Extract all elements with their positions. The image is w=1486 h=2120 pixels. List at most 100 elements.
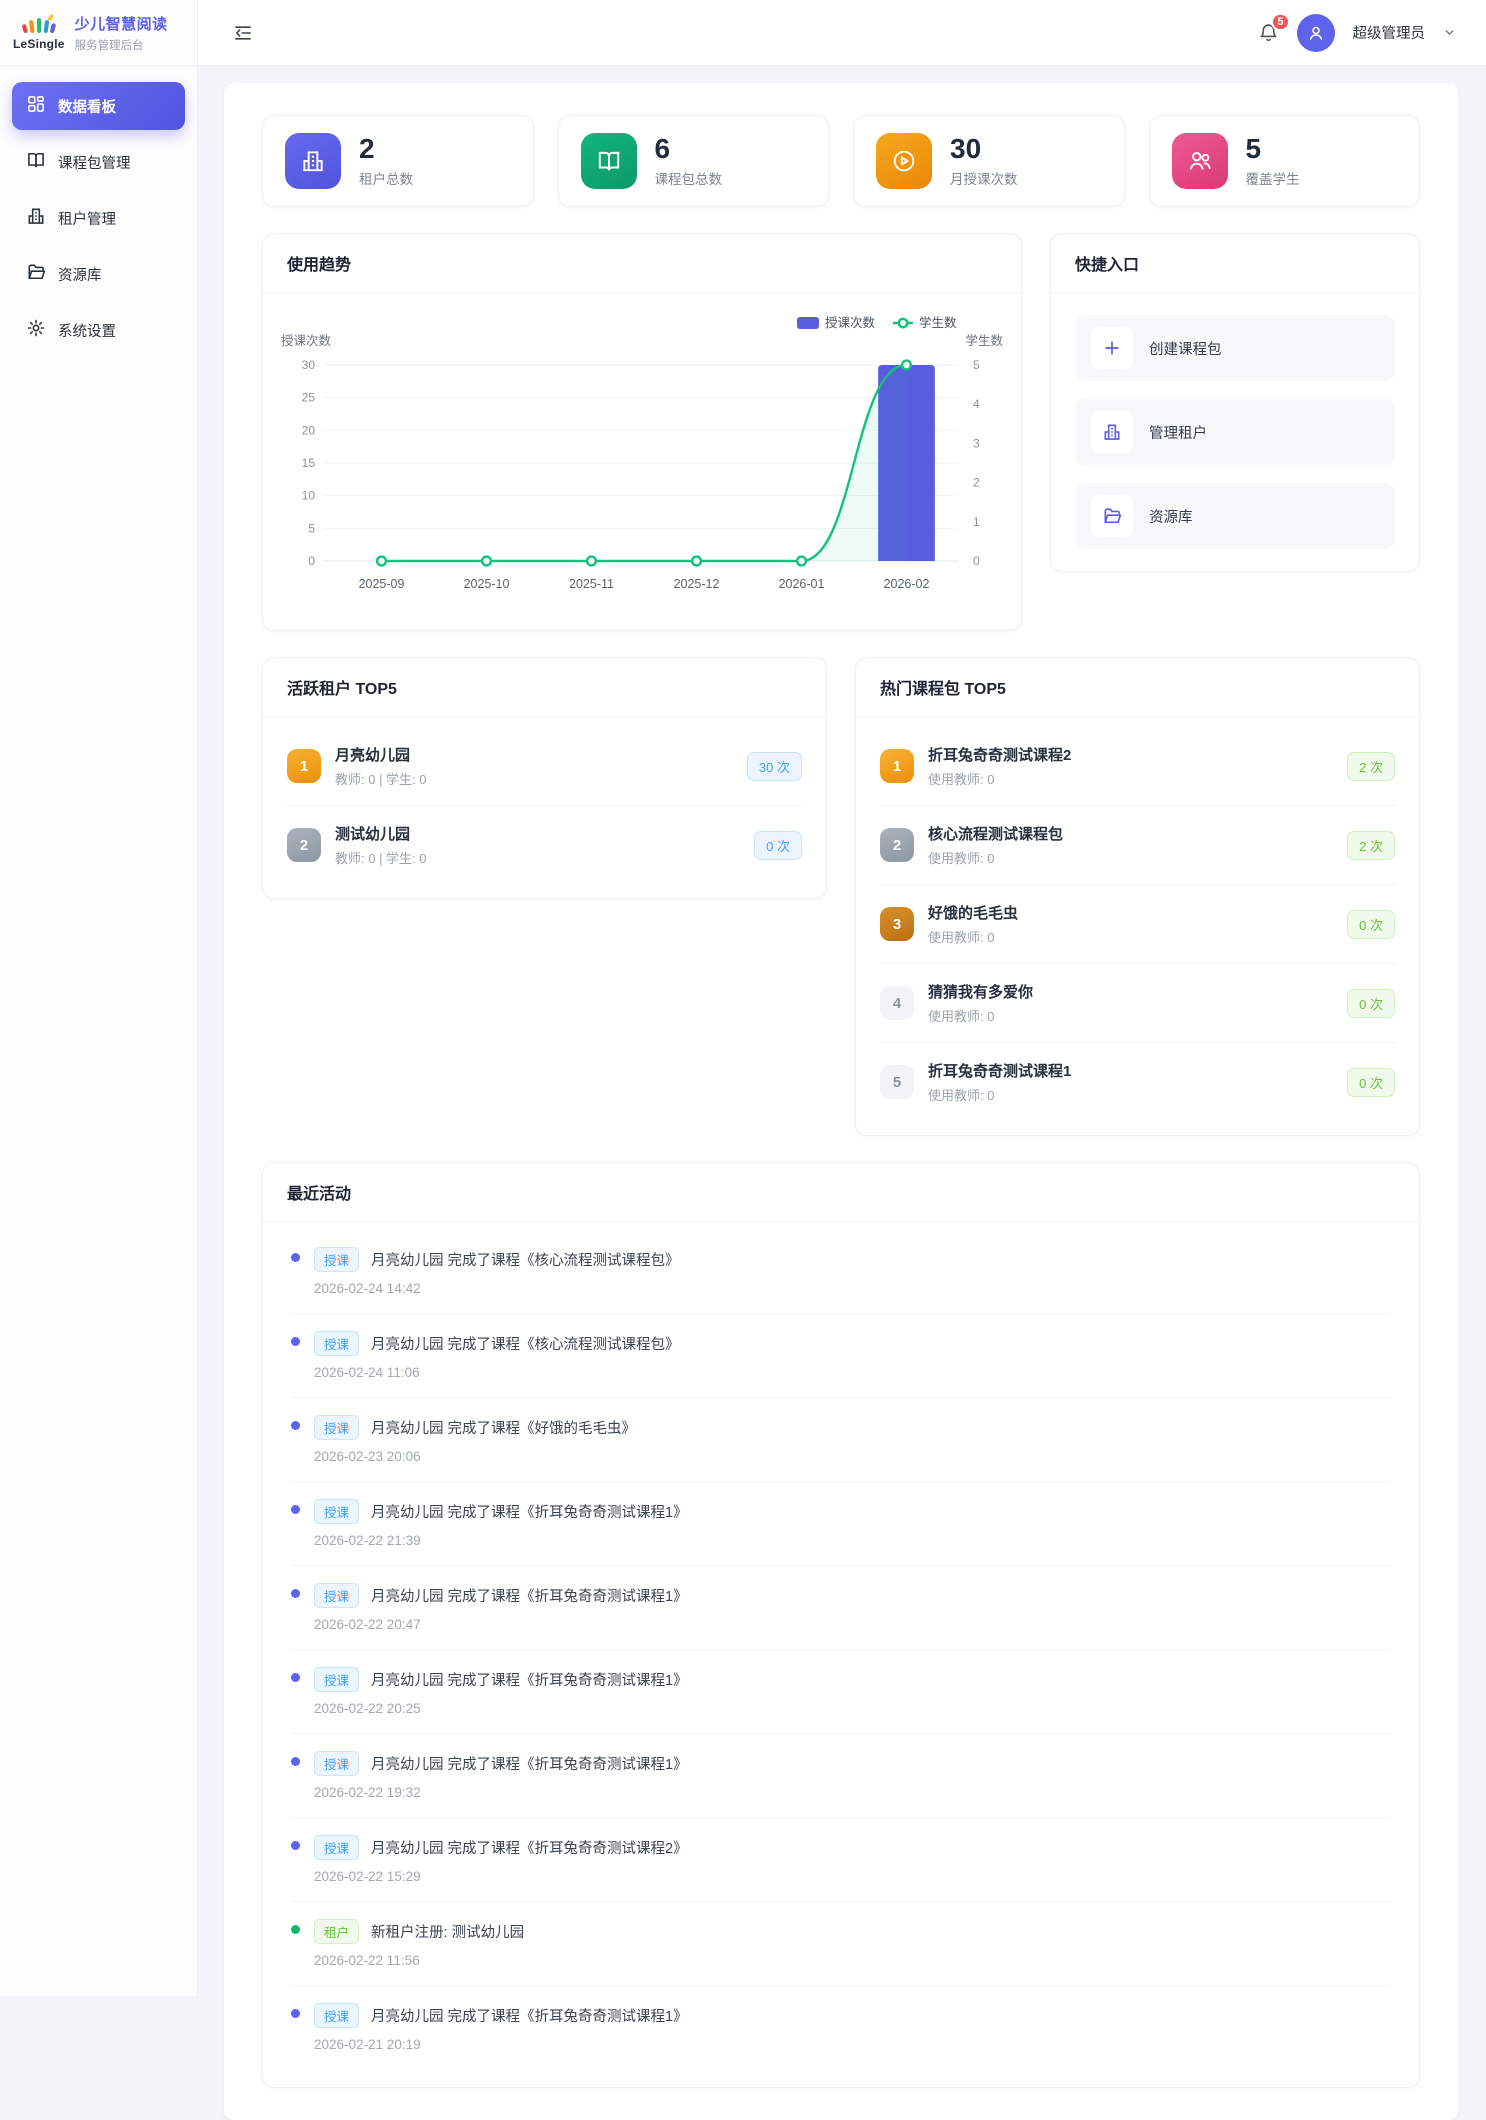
package-name: 折耳兔奇奇测试课程1 xyxy=(928,1060,1071,1081)
activity-dot xyxy=(291,1757,300,1766)
brand-subtitle: 服务管理后台 xyxy=(75,37,168,53)
svg-text:10: 10 xyxy=(302,489,316,503)
chevron-down-icon[interactable] xyxy=(1443,26,1456,39)
activity-text: 月亮幼儿园 完成了课程《折耳兔奇奇测试课程1》 xyxy=(371,1585,688,1606)
activity-row: 授课 月亮幼儿园 完成了课程《核心流程测试课程包》 2026-02-24 14:… xyxy=(291,1230,1391,1314)
svg-text:2025-11: 2025-11 xyxy=(569,577,614,591)
sidebar-item-tenants[interactable]: 租户管理 xyxy=(12,194,185,242)
activity-dot xyxy=(291,1673,300,1682)
sidebar-item-course-packages[interactable]: 课程包管理 xyxy=(12,138,185,186)
package-rank-row: 2 核心流程测试课程包 使用教师: 0 2 次 xyxy=(880,806,1395,885)
package-meta: 使用教师: 0 xyxy=(928,1006,1033,1025)
activity-row: 授课 月亮幼儿园 完成了课程《折耳兔奇奇测试课程1》 2026-02-22 20… xyxy=(291,1650,1391,1734)
sidebar-item-resources[interactable]: 资源库 xyxy=(12,250,185,298)
stats-row: 2 租户总数 6 课程包总数 30 月授课次数 xyxy=(262,115,1420,207)
svg-text:25: 25 xyxy=(302,391,316,405)
activity-text: 月亮幼儿园 完成了课程《折耳兔奇奇测试课程2》 xyxy=(371,1837,688,1858)
avatar[interactable] xyxy=(1297,14,1335,52)
folder-icon xyxy=(26,262,46,286)
activity-time: 2026-02-24 11:06 xyxy=(314,1365,680,1380)
activity-time: 2026-02-24 14:42 xyxy=(314,1281,680,1296)
user-name[interactable]: 超级管理员 xyxy=(1353,22,1426,43)
gear-icon xyxy=(26,318,46,342)
notification-count-badge: 5 xyxy=(1271,13,1289,31)
svg-text:0: 0 xyxy=(973,554,980,568)
svg-text:20: 20 xyxy=(302,423,316,437)
panel-title: 活跃租户 TOP5 xyxy=(263,658,826,717)
activity-tag: 授课 xyxy=(314,1331,359,1356)
activity-time: 2026-02-22 11:56 xyxy=(314,1953,524,1968)
activity-row: 租户 新租户注册: 测试幼儿园 2026-02-22 11:56 xyxy=(291,1902,1391,1986)
activity-dot xyxy=(291,1841,300,1850)
rank-badge: 4 xyxy=(880,986,914,1020)
active-tenants-panel: 活跃租户 TOP5 1 月亮幼儿园 教师: 0 | 学生: 0 30 次 2 测… xyxy=(262,657,827,899)
notifications-button[interactable]: 5 xyxy=(1258,22,1279,43)
activity-text: 月亮幼儿园 完成了课程《核心流程测试课程包》 xyxy=(371,1333,680,1354)
activity-dot xyxy=(291,2009,300,2018)
stat-value: 5 xyxy=(1246,134,1300,163)
book-icon xyxy=(581,133,637,189)
quick-entry-manage-tenants[interactable]: 管理租户 xyxy=(1075,399,1395,465)
svg-text:授课次数: 授课次数 xyxy=(825,315,876,330)
activity-time: 2026-02-22 19:32 xyxy=(314,1785,688,1800)
svg-text:2025-10: 2025-10 xyxy=(464,577,510,591)
activity-tag: 租户 xyxy=(314,1919,359,1944)
usage-count-badge: 2 次 xyxy=(1347,831,1395,860)
svg-text:15: 15 xyxy=(302,456,316,470)
stat-label: 月授课次数 xyxy=(950,168,1018,188)
usage-count-badge: 2 次 xyxy=(1347,752,1395,781)
activity-row: 授课 月亮幼儿园 完成了课程《折耳兔奇奇测试课程1》 2026-02-22 20… xyxy=(291,1566,1391,1650)
svg-text:3: 3 xyxy=(973,436,980,450)
svg-text:授课次数: 授课次数 xyxy=(281,333,332,348)
stat-label: 覆盖学生 xyxy=(1246,168,1300,188)
svg-text:学生数: 学生数 xyxy=(919,315,957,330)
activity-text: 月亮幼儿园 完成了课程《折耳兔奇奇测试课程1》 xyxy=(371,2005,688,2026)
people-icon xyxy=(1172,133,1228,189)
activity-time: 2026-02-21 20:19 xyxy=(314,2037,688,2052)
lesingle-logo-icon xyxy=(22,14,56,36)
sidebar-item-dashboard[interactable]: 数据看板 xyxy=(12,82,185,130)
package-meta: 使用教师: 0 xyxy=(928,769,1071,788)
plus-icon xyxy=(1091,327,1133,369)
main-content: 2 租户总数 6 课程包总数 30 月授课次数 xyxy=(198,66,1486,1996)
activity-dot xyxy=(291,1925,300,1934)
activity-text: 月亮幼儿园 完成了课程《折耳兔奇奇测试课程1》 xyxy=(371,1501,688,1522)
svg-text:2025-12: 2025-12 xyxy=(674,577,720,591)
building-icon xyxy=(285,133,341,189)
tenant-rank-row: 2 测试幼儿园 教师: 0 | 学生: 0 0 次 xyxy=(287,806,802,884)
activity-row: 授课 月亮幼儿园 完成了课程《折耳兔奇奇测试课程1》 2026-02-22 21… xyxy=(291,1482,1391,1566)
stat-value: 2 xyxy=(359,134,413,163)
sidebar: LeSingle 少儿智慧阅读 服务管理后台 数据看板 课程包管理 租户管理 xyxy=(0,0,198,1996)
activity-text: 月亮幼儿园 完成了课程《折耳兔奇奇测试课程1》 xyxy=(371,1753,688,1774)
sidebar-item-label: 数据看板 xyxy=(58,96,116,117)
sidebar-item-label: 租户管理 xyxy=(58,208,116,229)
svg-text:30: 30 xyxy=(302,358,316,372)
recent-activity-panel: 最近活动 授课 月亮幼儿园 完成了课程《核心流程测试课程包》 2026-02-2… xyxy=(262,1162,1420,2088)
activity-tag: 授课 xyxy=(314,1583,359,1608)
svg-text:1: 1 xyxy=(973,515,980,529)
quick-entry-resources[interactable]: 资源库 xyxy=(1075,483,1395,549)
rank-badge: 5 xyxy=(880,1065,914,1099)
svg-text:0: 0 xyxy=(308,554,315,568)
package-meta: 使用教师: 0 xyxy=(928,927,1018,946)
usage-count-badge: 0 次 xyxy=(754,831,802,860)
activity-row: 授课 月亮幼儿园 完成了课程《折耳兔奇奇测试课程2》 2026-02-22 15… xyxy=(291,1818,1391,1902)
activity-tag: 授课 xyxy=(314,2003,359,2028)
quick-entry-label: 创建课程包 xyxy=(1149,338,1222,359)
sidebar-item-settings[interactable]: 系统设置 xyxy=(12,306,185,354)
activity-row: 授课 月亮幼儿园 完成了课程《折耳兔奇奇测试课程1》 2026-02-21 20… xyxy=(291,1986,1391,2069)
activity-tag: 授课 xyxy=(314,1667,359,1692)
panel-title: 快捷入口 xyxy=(1051,234,1419,293)
svg-text:5: 5 xyxy=(308,521,315,535)
quick-entry-create-package[interactable]: 创建课程包 xyxy=(1075,315,1395,381)
logo-wordmark: LeSingle xyxy=(13,37,65,51)
activity-dot xyxy=(291,1253,300,1262)
stat-card-monthly-sessions: 30 月授课次数 xyxy=(853,115,1125,207)
usage-count-badge: 0 次 xyxy=(1347,910,1395,939)
user-icon xyxy=(1306,23,1326,43)
package-rank-row: 5 折耳兔奇奇测试课程1 使用教师: 0 0 次 xyxy=(880,1043,1395,1121)
package-name: 核心流程测试课程包 xyxy=(928,823,1063,844)
folder-icon xyxy=(1091,495,1133,537)
sidebar-item-label: 资源库 xyxy=(58,264,102,285)
sidebar-collapse-button[interactable] xyxy=(226,16,260,50)
